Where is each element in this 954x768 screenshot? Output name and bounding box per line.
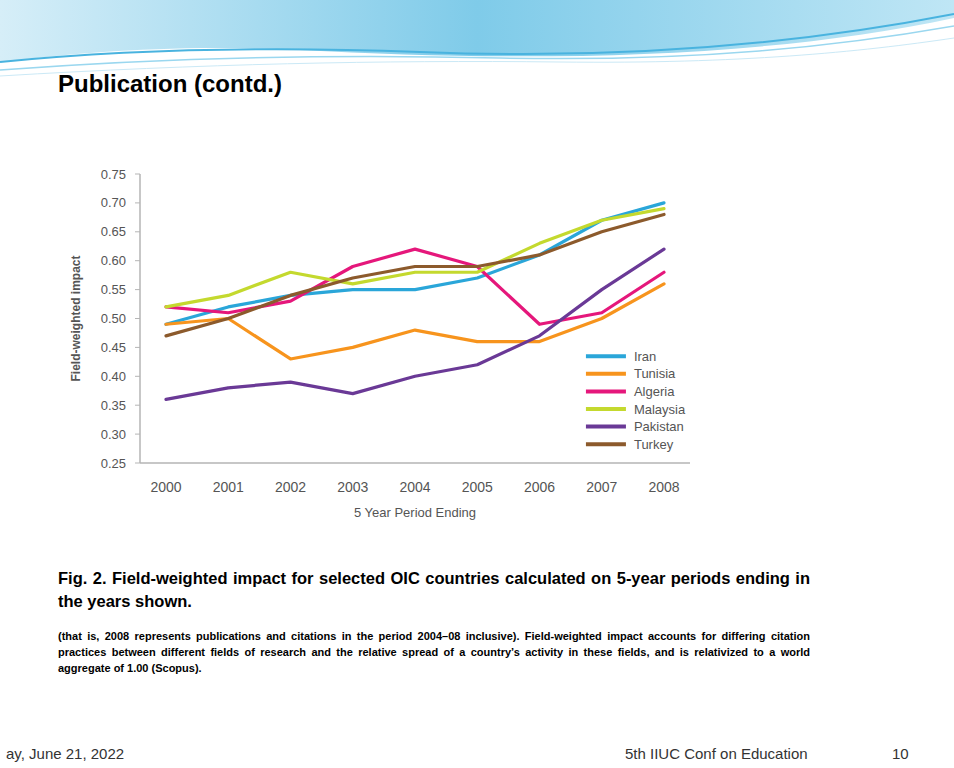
- x-tick-label: 2004: [399, 479, 430, 495]
- legend-swatch: [586, 372, 626, 376]
- y-tick-label: 0.65: [101, 224, 126, 239]
- y-tick-label: 0.35: [101, 398, 126, 413]
- footer-event: 5th IIUC Conf on Education: [625, 745, 808, 762]
- footer-page: 10: [892, 745, 909, 762]
- y-tick: [135, 347, 140, 348]
- x-tick-label: 2003: [337, 479, 368, 495]
- y-tick-label: 0.70: [101, 195, 126, 210]
- legend-swatch: [586, 425, 626, 429]
- y-tick: [135, 376, 140, 377]
- y-tick-label: 0.40: [101, 369, 126, 384]
- series-line: [166, 203, 664, 324]
- legend-swatch: [586, 354, 626, 358]
- y-tick: [135, 318, 140, 319]
- series-line: [166, 209, 664, 307]
- y-tick-label: 0.50: [101, 311, 126, 326]
- x-axis-line: [140, 462, 690, 464]
- y-tick: [135, 174, 140, 175]
- y-tick: [135, 202, 140, 203]
- x-tick-label: 2008: [648, 479, 679, 495]
- y-tick: [135, 289, 140, 290]
- y-tick-label: 0.60: [101, 253, 126, 268]
- figure-note: (that is, 2008 represents publications a…: [58, 628, 810, 676]
- legend-swatch: [586, 407, 626, 411]
- legend-swatch: [586, 389, 626, 393]
- x-tick-label: 2002: [275, 479, 306, 495]
- y-tick-label: 0.30: [101, 427, 126, 442]
- legend-swatch: [586, 442, 626, 446]
- y-tick: [135, 434, 140, 435]
- x-tick-label: 2006: [524, 479, 555, 495]
- legend-label: Turkey: [634, 437, 674, 452]
- x-axis-title: 5 Year Period Ending: [354, 505, 476, 520]
- chart: 0.25 0.30 0.35 0.40 0.45 0.50 0.55 0.60 0.65 0.70…: [69, 167, 690, 521]
- y-tick-label: 0.45: [101, 340, 126, 355]
- legend-label: Iran: [634, 349, 656, 364]
- x-tick-label: 2001: [213, 479, 244, 495]
- x-tick-label: 2007: [586, 479, 617, 495]
- legend-label: Tunisia: [634, 366, 676, 381]
- header-decoration: [0, 0, 954, 76]
- series-line: [166, 249, 664, 399]
- legend: Iran Tunisia Algeria Malaysia Pakistan Turkey: [586, 349, 686, 452]
- slide: Publication (contd.) 0.25 0.30 0.35 0.40 0.45…: [0, 0, 954, 768]
- y-tick-label: 0.55: [101, 282, 126, 297]
- legend-label: Algeria: [634, 384, 675, 399]
- legend-label: Pakistan: [634, 419, 684, 434]
- series-line: [166, 214, 664, 335]
- footer-date: ay, June 21, 2022: [6, 745, 124, 762]
- x-tick-label: 2005: [462, 479, 493, 495]
- y-tick: [135, 231, 140, 232]
- figure-caption: Fig. 2. Field-weighted impact for select…: [58, 567, 810, 613]
- y-tick-label: 0.25: [101, 456, 126, 471]
- x-tick-label: 2000: [150, 479, 181, 495]
- series-line: [166, 284, 664, 359]
- y-tick: [135, 463, 140, 464]
- y-tick: [135, 405, 140, 406]
- y-tick: [135, 260, 140, 261]
- y-tick-label: 0.75: [101, 167, 126, 182]
- slide-title: Publication (contd.): [58, 70, 282, 97]
- lines: [166, 203, 664, 400]
- legend-label: Malaysia: [634, 402, 686, 417]
- y-axis-title: Field-weighted impact: [69, 255, 83, 381]
